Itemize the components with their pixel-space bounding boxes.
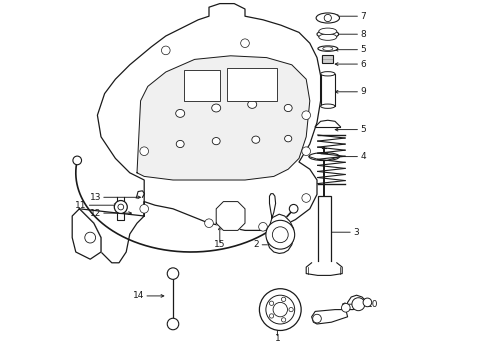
Ellipse shape bbox=[309, 153, 340, 161]
Text: 6: 6 bbox=[360, 60, 366, 69]
Text: 12: 12 bbox=[90, 209, 101, 217]
Ellipse shape bbox=[323, 47, 333, 50]
Circle shape bbox=[302, 194, 311, 202]
Ellipse shape bbox=[319, 34, 337, 40]
Circle shape bbox=[85, 232, 96, 243]
Ellipse shape bbox=[248, 100, 257, 108]
Text: 5: 5 bbox=[360, 125, 366, 134]
Ellipse shape bbox=[212, 138, 220, 145]
Circle shape bbox=[118, 204, 123, 210]
Ellipse shape bbox=[320, 104, 335, 108]
Ellipse shape bbox=[212, 104, 220, 112]
Circle shape bbox=[289, 307, 293, 312]
Text: 3: 3 bbox=[353, 228, 359, 237]
Circle shape bbox=[259, 222, 268, 231]
Text: 4: 4 bbox=[360, 152, 366, 161]
Polygon shape bbox=[268, 214, 294, 253]
Bar bbox=[322, 55, 333, 63]
Ellipse shape bbox=[317, 30, 339, 38]
Circle shape bbox=[352, 298, 365, 311]
Polygon shape bbox=[306, 263, 342, 275]
Polygon shape bbox=[137, 56, 310, 180]
Circle shape bbox=[266, 295, 294, 324]
Circle shape bbox=[162, 46, 170, 55]
Text: 1: 1 bbox=[274, 334, 280, 343]
Ellipse shape bbox=[316, 13, 340, 23]
Polygon shape bbox=[72, 209, 101, 259]
Circle shape bbox=[266, 220, 294, 249]
Text: 11: 11 bbox=[75, 201, 87, 210]
Ellipse shape bbox=[176, 140, 184, 148]
Ellipse shape bbox=[176, 109, 185, 117]
Circle shape bbox=[272, 227, 288, 243]
Circle shape bbox=[281, 318, 286, 322]
Ellipse shape bbox=[284, 104, 292, 112]
Bar bbox=[227, 68, 277, 101]
Circle shape bbox=[302, 147, 311, 156]
Bar bbox=[320, 74, 335, 106]
Circle shape bbox=[273, 302, 288, 317]
Bar bbox=[265, 304, 296, 315]
Circle shape bbox=[73, 156, 81, 165]
Polygon shape bbox=[216, 202, 245, 230]
Ellipse shape bbox=[320, 72, 335, 76]
Circle shape bbox=[140, 147, 148, 156]
Circle shape bbox=[270, 301, 274, 305]
Circle shape bbox=[259, 289, 301, 330]
Circle shape bbox=[241, 39, 249, 48]
Ellipse shape bbox=[319, 28, 337, 35]
Text: 10: 10 bbox=[368, 300, 379, 309]
Circle shape bbox=[313, 314, 321, 323]
Circle shape bbox=[363, 298, 372, 307]
Circle shape bbox=[114, 201, 127, 213]
Polygon shape bbox=[312, 295, 368, 324]
Polygon shape bbox=[270, 194, 275, 218]
Circle shape bbox=[270, 314, 274, 318]
Text: 15: 15 bbox=[214, 240, 225, 249]
Circle shape bbox=[281, 297, 286, 301]
Text: 5: 5 bbox=[360, 45, 366, 54]
Text: 2: 2 bbox=[254, 240, 259, 249]
Circle shape bbox=[342, 303, 350, 312]
Text: 7: 7 bbox=[360, 12, 366, 21]
Ellipse shape bbox=[318, 46, 338, 51]
Ellipse shape bbox=[252, 136, 260, 143]
Text: 13: 13 bbox=[90, 193, 101, 202]
Text: 8: 8 bbox=[360, 30, 366, 39]
Circle shape bbox=[302, 111, 311, 120]
Text: 14: 14 bbox=[133, 292, 144, 300]
Text: 9: 9 bbox=[360, 87, 366, 96]
Circle shape bbox=[289, 204, 298, 213]
Circle shape bbox=[167, 268, 179, 279]
Polygon shape bbox=[79, 4, 320, 263]
Bar bbox=[184, 70, 220, 101]
Circle shape bbox=[324, 14, 331, 22]
Ellipse shape bbox=[285, 135, 292, 142]
Bar bbox=[318, 196, 331, 268]
Circle shape bbox=[205, 219, 213, 228]
Circle shape bbox=[140, 204, 148, 213]
Circle shape bbox=[167, 318, 179, 330]
